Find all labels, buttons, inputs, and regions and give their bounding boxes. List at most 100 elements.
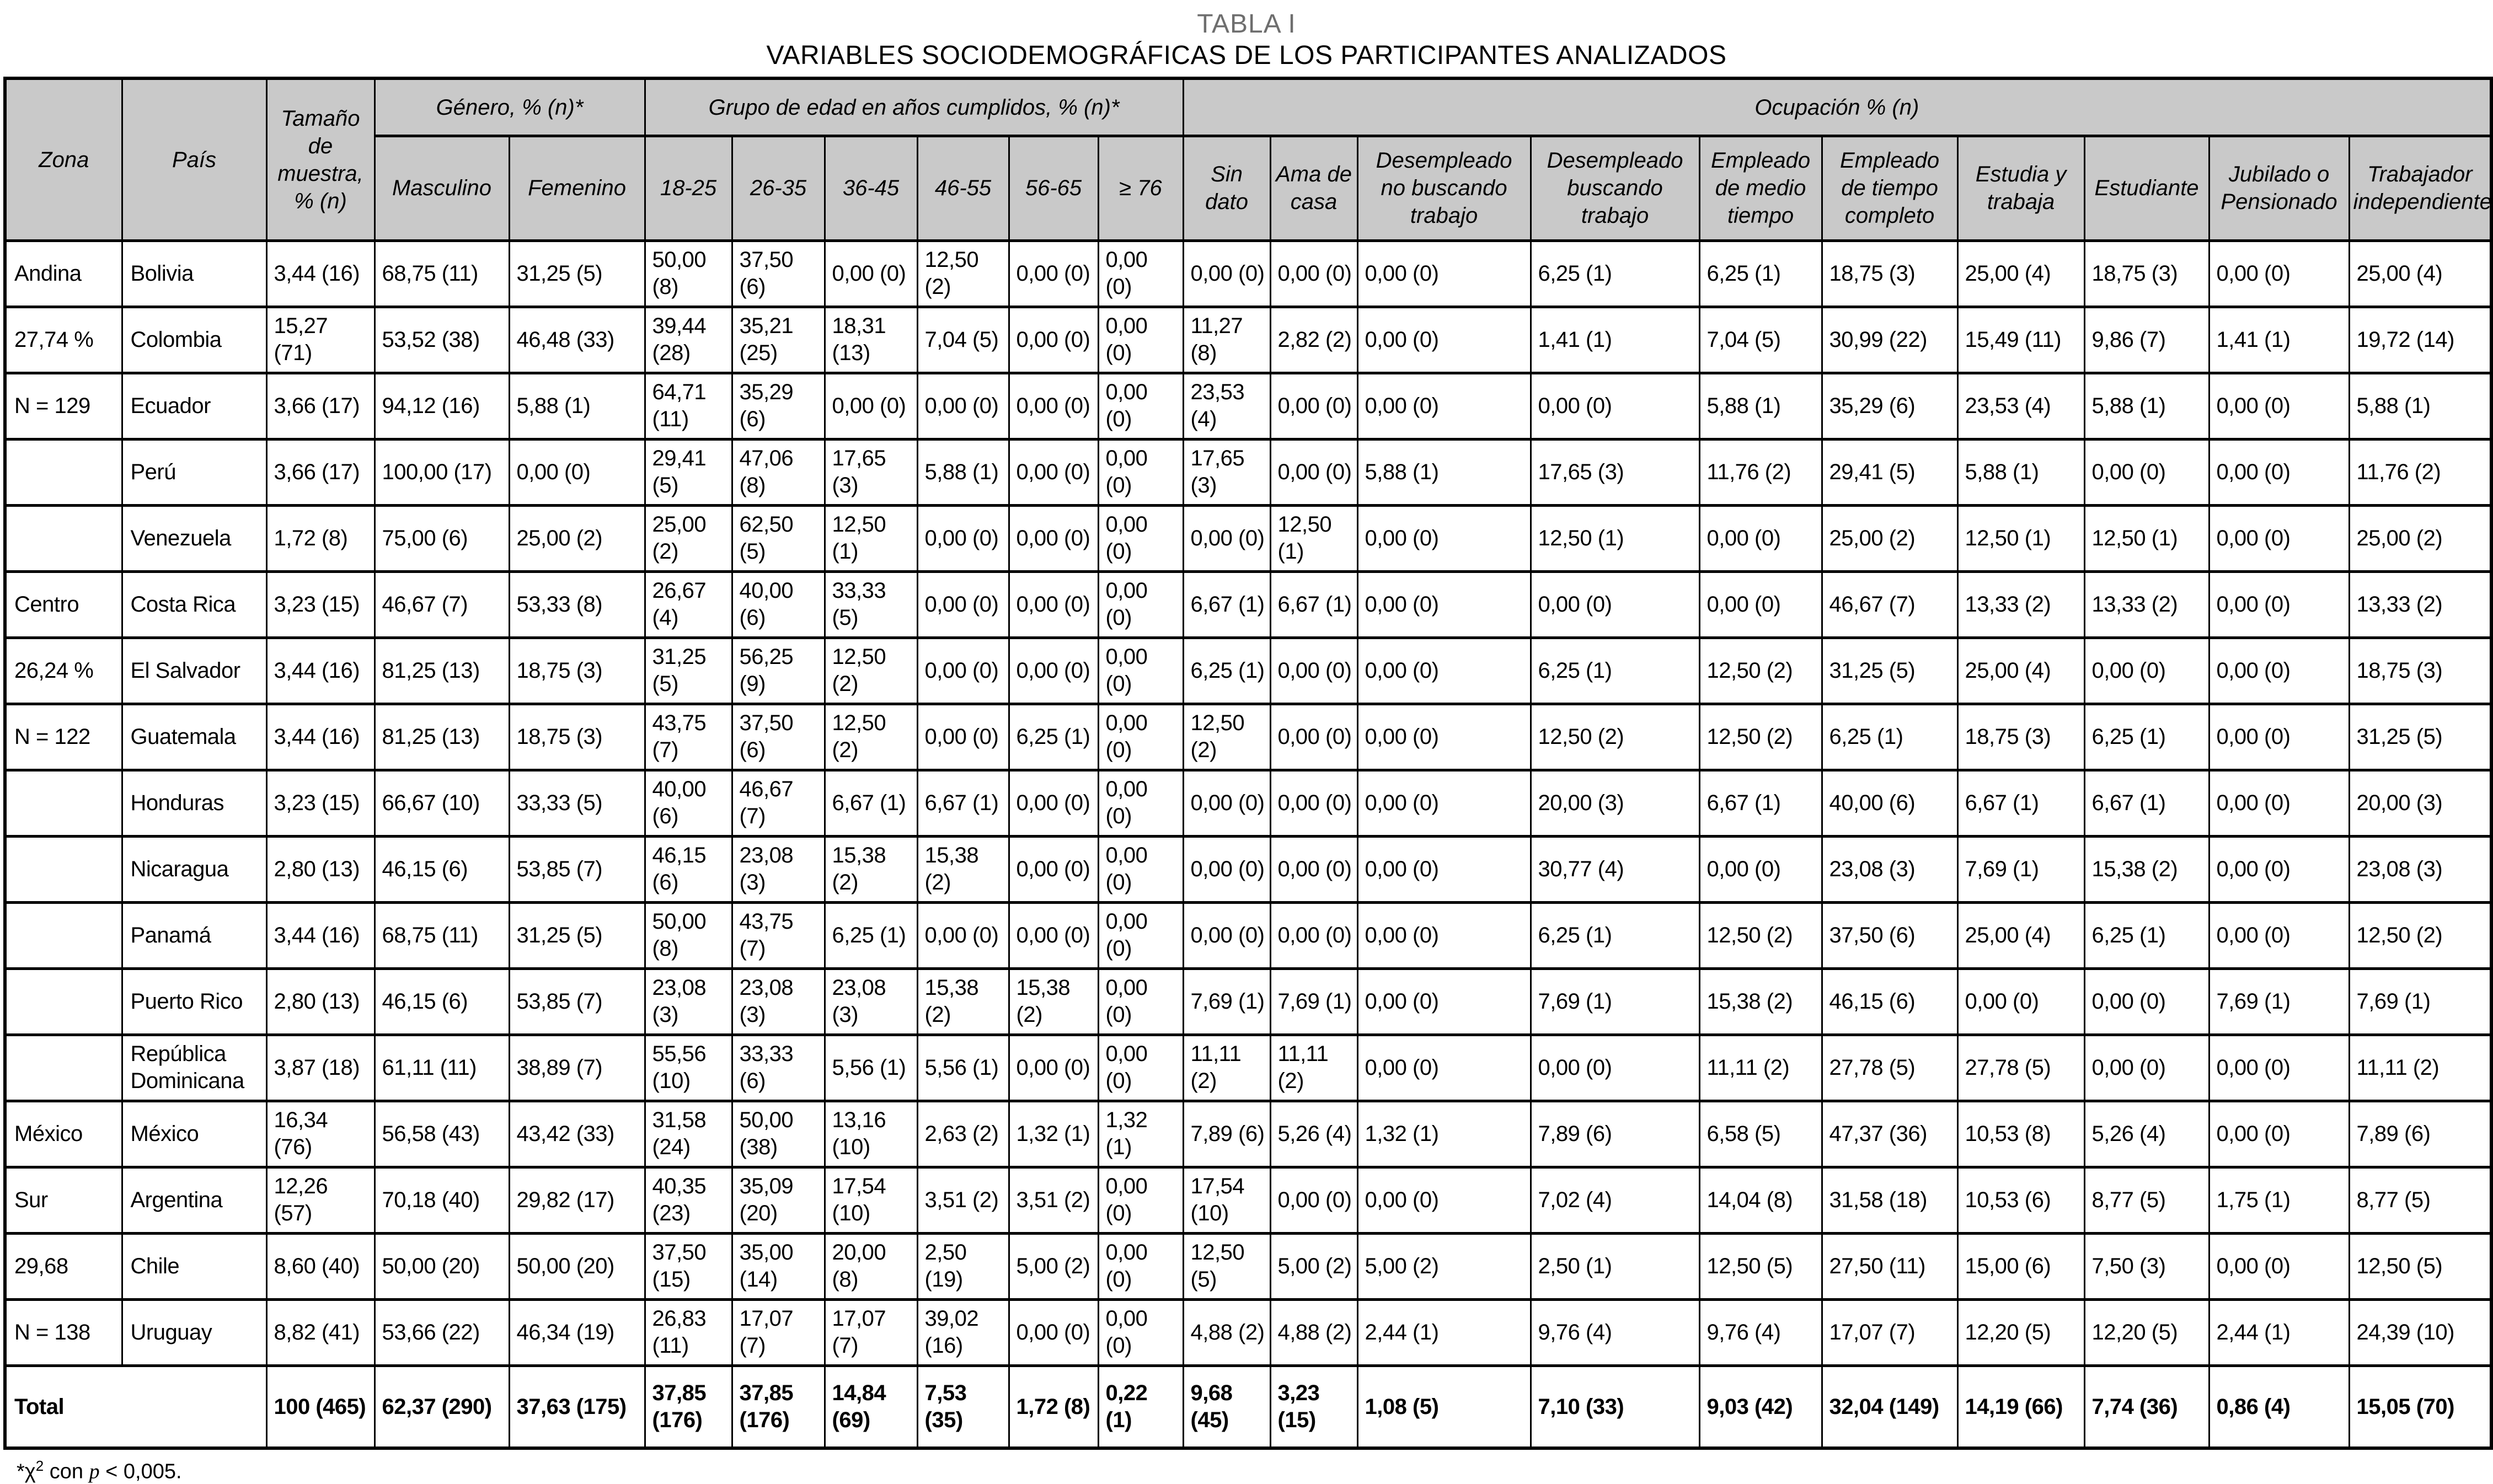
- value-cell: 0,00 (0): [1008, 371, 1099, 441]
- table-row: Venezuela 1,72 (8) 75,00 (6) 25,00 (2) 25,00…: [4, 503, 2492, 573]
- zone-cell: 27,74 %: [4, 305, 123, 374]
- value-cell: 17,65 (3): [823, 437, 918, 507]
- value-cell: 5,00 (2): [1356, 1231, 1532, 1301]
- zone-cell: Centro: [4, 570, 123, 639]
- value-cell: 12,50 (1): [1529, 503, 1700, 573]
- value-cell: 18,75 (3): [2348, 636, 2492, 705]
- footnote-p: p: [89, 1460, 100, 1483]
- value-cell: 37,85 (176): [644, 1364, 733, 1450]
- value-cell: 56,25 (9): [731, 636, 826, 705]
- value-cell: 2,50 (19): [916, 1231, 1010, 1301]
- table-row: N = 129 Ecuador 3,66 (17) 94,12 (16) 5,88 (1…: [4, 371, 2492, 441]
- value-cell: 46,48 (33): [508, 305, 646, 374]
- sub-header-cell: 18-25: [644, 134, 733, 242]
- value-cell: 0,00 (0): [2208, 636, 2350, 705]
- zone-cell: [4, 1033, 123, 1102]
- value-cell: 23,53 (4): [1956, 371, 2085, 441]
- zone-cell: Sur: [4, 1165, 123, 1235]
- value-cell: 7,89 (6): [1529, 1099, 1700, 1169]
- value-cell: 20,00 (3): [2348, 768, 2492, 838]
- value-cell: 35,09 (20): [731, 1165, 826, 1235]
- value-cell: 40,00 (6): [1821, 768, 1959, 838]
- value-cell: 31,58 (24): [644, 1099, 733, 1169]
- value-cell: 29,82 (17): [508, 1165, 646, 1235]
- value-cell: 0,00 (0): [1269, 1165, 1358, 1235]
- value-cell: 31,25 (5): [508, 239, 646, 308]
- value-cell: 31,25 (5): [644, 636, 733, 705]
- value-cell: 5,88 (1): [1698, 371, 1823, 441]
- value-cell: 12,50 (5): [2348, 1231, 2492, 1301]
- sub-header-cell: 26-35: [731, 134, 826, 242]
- value-cell: 0,00 (0): [1356, 702, 1532, 772]
- value-cell: 11,27 (8): [1182, 305, 1271, 374]
- sub-header-cell: Ama de casa: [1269, 134, 1358, 242]
- sub-header-cell: Jubilado o Pensionado: [2208, 134, 2350, 242]
- group-header-row: Zona País Tamaño de muestra, % (n) Géner…: [4, 77, 2492, 242]
- value-cell: 1,32 (1): [1097, 1099, 1184, 1169]
- value-cell: 0,00 (0): [1269, 437, 1358, 507]
- value-cell: 0,00 (0): [1356, 901, 1532, 970]
- value-cell: 0,00 (0): [1356, 503, 1532, 573]
- value-cell: 7,69 (1): [2348, 967, 2492, 1036]
- value-cell: 46,15 (6): [644, 834, 733, 904]
- value-cell: 0,00 (0): [1956, 967, 2085, 1036]
- value-cell: 17,65 (3): [1529, 437, 1700, 507]
- country-cell: Colombia: [121, 305, 268, 374]
- value-cell: 7,69 (1): [1269, 967, 1358, 1036]
- value-cell: 0,00 (0): [1529, 1033, 1700, 1102]
- value-cell: 0,00 (0): [1698, 503, 1823, 573]
- value-cell: 17,07 (7): [823, 1298, 918, 1367]
- footnote-pre: *χ: [17, 1460, 36, 1483]
- value-cell: 7,89 (6): [1182, 1099, 1271, 1169]
- country-cell: Chile: [121, 1231, 268, 1301]
- value-cell: 12,20 (5): [2083, 1298, 2210, 1367]
- value-cell: 15,38 (2): [2083, 834, 2210, 904]
- value-cell: 5,88 (1): [2083, 371, 2210, 441]
- value-cell: 64,71 (11): [644, 371, 733, 441]
- value-cell: 55,56 (10): [644, 1033, 733, 1102]
- value-cell: 0,00 (0): [2208, 570, 2350, 639]
- value-cell: 9,03 (42): [1698, 1364, 1823, 1450]
- table-row: 27,74 % Colombia 15,27 (71) 53,52 (38) 46,48…: [4, 305, 2492, 374]
- country-cell: Ecuador: [121, 371, 268, 441]
- value-cell: 16,34 (76): [265, 1099, 376, 1169]
- table-title: TABLA I: [1197, 9, 1296, 39]
- value-cell: 0,00 (0): [1182, 503, 1271, 573]
- value-cell: 15,05 (70): [2348, 1364, 2492, 1450]
- value-cell: 40,00 (6): [731, 570, 826, 639]
- group-header-genero: Género, % (n)*: [373, 77, 646, 137]
- value-cell: 5,88 (1): [2348, 371, 2492, 441]
- value-cell: 0,00 (0): [2083, 967, 2210, 1036]
- value-cell: 0,00 (0): [2208, 702, 2350, 772]
- value-cell: 0,00 (0): [1356, 768, 1532, 838]
- value-cell: 0,00 (0): [1097, 503, 1184, 573]
- value-cell: 37,85 (176): [731, 1364, 826, 1450]
- value-cell: 5,56 (1): [916, 1033, 1010, 1102]
- value-cell: 26,83 (11): [644, 1298, 733, 1367]
- value-cell: 0,00 (0): [916, 570, 1010, 639]
- value-cell: 18,75 (3): [2083, 239, 2210, 308]
- value-cell: 13,33 (2): [2348, 570, 2492, 639]
- value-cell: 0,00 (0): [1097, 570, 1184, 639]
- country-cell: El Salvador: [121, 636, 268, 705]
- footnote-post: < 0,005.: [99, 1460, 182, 1483]
- value-cell: 12,50 (1): [2083, 503, 2210, 573]
- value-cell: 2,80 (13): [265, 967, 376, 1036]
- value-cell: 26,67 (4): [644, 570, 733, 639]
- table-row: Panamá 3,44 (16) 68,75 (11) 31,25 (5) 50,00 …: [4, 901, 2492, 970]
- zone-cell: [4, 437, 123, 507]
- value-cell: 5,88 (1): [1956, 437, 2085, 507]
- value-cell: 0,00 (0): [1097, 1165, 1184, 1235]
- value-cell: 0,00 (0): [916, 503, 1010, 573]
- value-cell: 37,50 (6): [731, 702, 826, 772]
- value-cell: 2,82 (2): [1269, 305, 1358, 374]
- value-cell: 0,00 (0): [1008, 305, 1099, 374]
- sub-header-cell: Femenino: [508, 134, 646, 242]
- value-cell: 33,33 (5): [508, 768, 646, 838]
- value-cell: 2,44 (1): [1356, 1298, 1532, 1367]
- zone-cell: [4, 503, 123, 573]
- value-cell: 100 (465): [265, 1364, 376, 1450]
- value-cell: 1,72 (8): [1008, 1364, 1099, 1450]
- value-cell: 25,00 (2): [2348, 503, 2492, 573]
